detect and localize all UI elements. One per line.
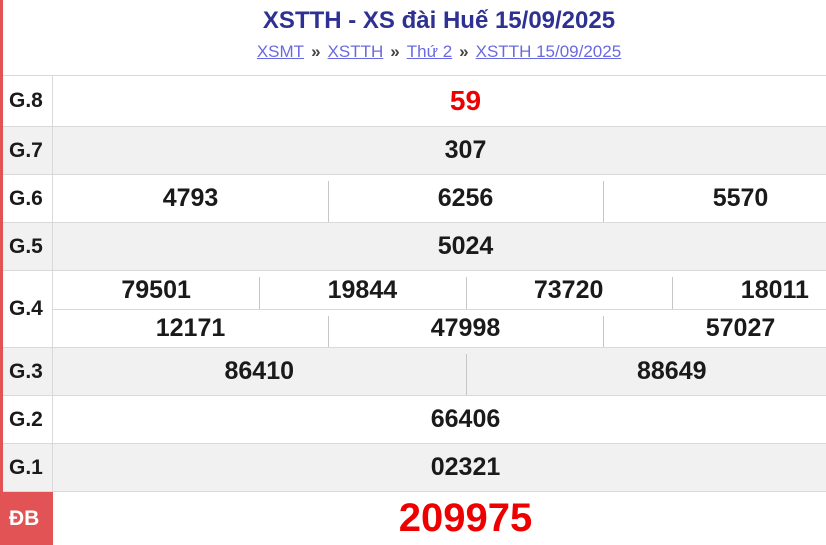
prize-label-g7: G.7 — [0, 127, 53, 174]
prize-row-db: ĐB 209975 — [0, 492, 826, 545]
prize-sub-row: 4793 6256 5570 — [53, 175, 826, 222]
prize-sub-row: 5024 — [53, 223, 826, 270]
prize-number: 79501 — [121, 275, 191, 304]
breadcrumb-link-weekday[interactable]: Thứ 2 — [406, 42, 453, 61]
prize-label-g3: G.3 — [0, 348, 53, 395]
prize-values: 79501 19844 73720 18011 12171 47998 57027 — [53, 271, 826, 347]
prize-sub-row: 209975 — [53, 492, 826, 545]
prize-number: 86410 — [224, 357, 295, 385]
prize-sub-row: 59 — [53, 76, 826, 126]
prize-sub-row: 12171 47998 57027 — [53, 309, 826, 347]
prize-number: 209975 — [398, 496, 533, 540]
prize-label-g8: G.8 — [0, 76, 53, 126]
prize-number: 73720 — [465, 271, 672, 309]
prize-row-g3: G.3 86410 88649 — [0, 348, 826, 396]
prize-label-g1: G.1 — [0, 444, 53, 491]
prize-number: 47998 — [328, 310, 603, 347]
prize-row-g1: G.1 02321 — [0, 444, 826, 492]
prize-values: 86410 88649 — [53, 348, 826, 395]
prize-number: 18011 — [671, 271, 826, 309]
breadcrumb-separator: » — [311, 42, 321, 61]
prize-row-g2: G.2 66406 — [0, 396, 826, 444]
prize-number: 66406 — [430, 405, 501, 433]
prize-number: 59 — [449, 85, 482, 116]
prize-values: 66406 — [53, 396, 826, 443]
breadcrumb: XSMT » XSTTH » Thứ 2 » XSTTH 15/09/2025 — [0, 42, 826, 62]
prize-sub-row: 02321 — [53, 444, 826, 491]
breadcrumb-separator: » — [459, 42, 469, 61]
prize-number: 19844 — [259, 271, 465, 309]
prize-values: 59 — [53, 76, 826, 126]
prize-row-g5: G.5 5024 — [0, 223, 826, 271]
prize-number: 57027 — [603, 310, 826, 347]
breadcrumb-link-xsmt[interactable]: XSMT — [256, 42, 305, 61]
prize-values: 209975 — [53, 492, 826, 545]
prize-label-g4: G.4 — [0, 271, 53, 347]
prize-sub-row: 307 — [53, 127, 826, 174]
prize-label-g5: G.5 — [0, 223, 53, 270]
prize-number: 88649 — [465, 348, 826, 395]
breadcrumb-link-xstth[interactable]: XSTTH — [327, 42, 384, 61]
prize-values: 4793 6256 5570 — [53, 175, 826, 222]
prize-sub-row: 86410 88649 — [53, 348, 826, 395]
results-table: G.8 59 G.7 307 G.6 4793 6256 5570 G.5 5024 G.4 7950… — [0, 75, 826, 545]
breadcrumb-separator: » — [390, 42, 400, 61]
prize-row-g8: G.8 59 — [0, 76, 826, 127]
header: XSTTH - XS đài Huế 15/09/2025 XSMT » XSTTH… — [0, 0, 826, 75]
prize-values: 5024 — [53, 223, 826, 270]
prize-values: 307 — [53, 127, 826, 174]
left-accent-line — [0, 0, 3, 545]
prize-number: 02321 — [430, 453, 501, 481]
prize-row-g6: G.6 4793 6256 5570 — [0, 175, 826, 223]
prize-values: 02321 — [53, 444, 826, 491]
prize-label-db: ĐB — [0, 492, 53, 545]
breadcrumb-link-draw-date[interactable]: XSTTH 15/09/2025 — [475, 42, 622, 61]
prize-sub-row: 66406 — [53, 396, 826, 443]
page-title: XSTTH - XS đài Huế 15/09/2025 — [262, 7, 616, 34]
prize-number: 5024 — [437, 232, 494, 260]
prize-label-g6: G.6 — [0, 175, 53, 222]
prize-row-g4: G.4 79501 19844 73720 18011 12171 47998 57027 — [0, 271, 826, 348]
prize-number: 5570 — [603, 175, 826, 222]
prize-number: 4793 — [162, 184, 219, 212]
prize-row-g7: G.7 307 — [0, 127, 826, 175]
prize-number: 307 — [444, 136, 487, 164]
prize-number: 12171 — [155, 314, 226, 342]
prize-label-g2: G.2 — [0, 396, 53, 443]
prize-sub-row: 79501 19844 73720 18011 — [53, 271, 826, 309]
prize-number: 6256 — [328, 175, 603, 222]
